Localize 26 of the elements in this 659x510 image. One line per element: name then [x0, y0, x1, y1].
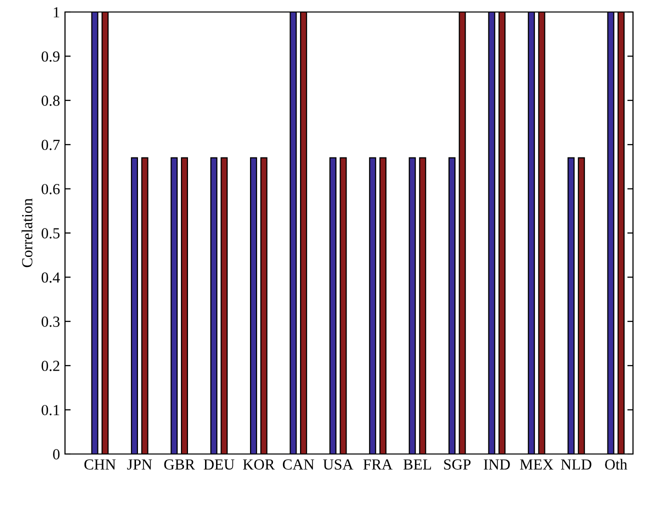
- x-tick-label: GBR: [164, 459, 195, 470]
- y-tick-label: 0.5: [42, 228, 60, 239]
- y-tick-label: 0.1: [42, 404, 60, 416]
- y-tick-label: 0.8: [42, 96, 60, 106]
- y-tick-label: 0.2: [42, 360, 60, 372]
- x-tick-label: SGP: [444, 459, 471, 470]
- y-tick-label: 0.7: [42, 140, 60, 150]
- x-tick-label: JPN: [127, 459, 152, 470]
- x-tick-label: BEL: [403, 459, 431, 470]
- y-tick-label: 0.6: [42, 184, 60, 194]
- x-tick-label: NLD: [560, 459, 592, 470]
- x-tick-label: CAN: [282, 459, 314, 470]
- y-tick-label: 0.3: [42, 316, 60, 327]
- y-tick-label: 1: [54, 7, 60, 18]
- x-tick-label: KOR: [243, 459, 275, 470]
- x-tick-label: USA: [323, 459, 354, 470]
- x-tick-label: IND: [484, 459, 510, 470]
- y-axis-title: Correlation: [22, 198, 32, 268]
- y-tick-label: 0.4: [42, 272, 60, 283]
- y-tick-label: 0: [53, 449, 60, 460]
- x-tick-label: Oth: [605, 458, 628, 470]
- y-tick-label: 0.9: [42, 51, 60, 62]
- x-tick-label: CHN: [84, 459, 116, 470]
- x-tick-label: MEX: [520, 459, 554, 470]
- x-tick-label: DEU: [204, 459, 234, 470]
- x-tick-label: FRA: [363, 459, 393, 470]
